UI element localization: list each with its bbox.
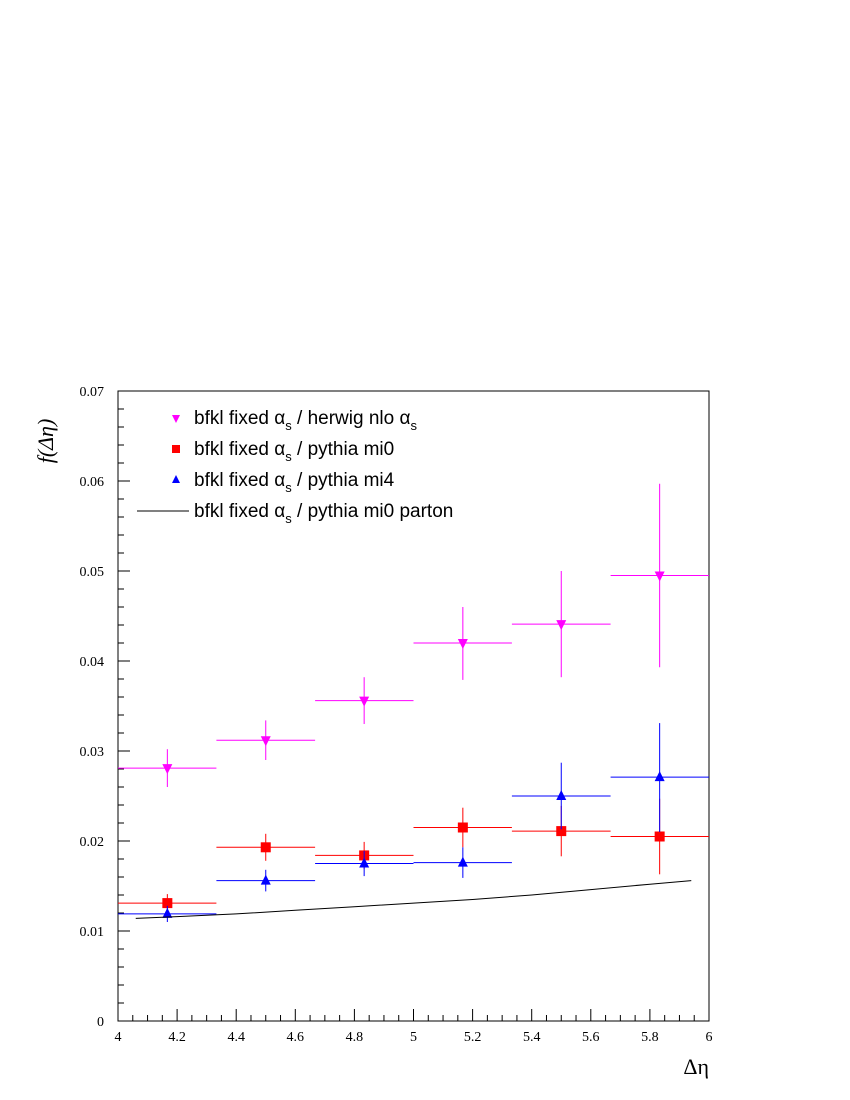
legend-label: bfkl fixed αs / pythia mi4 (194, 470, 395, 495)
data-point (260, 874, 271, 885)
x-tick-label: 5.6 (582, 1030, 600, 1045)
y-tick-label: 0.01 (80, 925, 105, 940)
axis-ticks-layer: 4 4.2 4.4 4.6 4.8 5 5.2 5.4 5.6 5.8 6 0 0.01 0.02 0.03… (80, 385, 713, 1045)
data-point (359, 857, 370, 868)
y-tick-label: 0.03 (80, 745, 105, 760)
legend-item: bfkl fixed αs / pythia mi4 (172, 470, 395, 495)
data-point (457, 639, 468, 649)
y-tick-label: 0.02 (80, 835, 105, 850)
data-point (654, 571, 665, 582)
x-tick-label: 4.8 (346, 1030, 364, 1045)
legend: bfkl fixed αs / herwig nlo αs bfkl fixed … (137, 408, 453, 526)
legend-item: bfkl fixed αs / herwig nlo αs (172, 408, 417, 433)
data-point (457, 822, 468, 833)
data-point (260, 842, 271, 853)
y-tick-label: 0.06 (80, 475, 105, 490)
series-3 (135, 880, 692, 919)
x-tick-label: 4.6 (287, 1030, 305, 1045)
data-point (359, 696, 370, 707)
x-tick-label: 5.4 (523, 1030, 541, 1045)
x-tick-label: 4 (115, 1030, 122, 1045)
data-point (556, 620, 567, 631)
data-point (654, 771, 665, 782)
series-line (135, 880, 692, 919)
x-tick-label: 5.8 (641, 1030, 659, 1045)
legend-marker (172, 415, 180, 423)
data-point (162, 898, 173, 909)
x-tick-label: 4.2 (168, 1030, 186, 1045)
x-tick-label: 5.2 (464, 1030, 482, 1045)
data-point (162, 764, 173, 775)
data-point (162, 907, 173, 918)
data-layer (118, 483, 709, 922)
data-point (260, 736, 271, 747)
y-tick-label: 0.05 (80, 565, 105, 580)
y-tick-label: 0.04 (80, 655, 105, 670)
y-axis-title: f(Δη) (33, 419, 58, 464)
legend-label: bfkl fixed αs / pythia mi0 (194, 439, 394, 464)
y-tick-label: 0.07 (80, 385, 105, 400)
series-0 (118, 483, 709, 787)
x-tick-label: 6 (706, 1030, 713, 1045)
legend-label: bfkl fixed αs / herwig nlo αs (194, 408, 417, 433)
y-tick-label: 0 (97, 1015, 104, 1030)
data-point (556, 826, 567, 837)
legend-item: bfkl fixed αs / pythia mi0 (172, 439, 394, 464)
x-axis-title: Δη (683, 1054, 709, 1079)
series-1 (118, 798, 709, 913)
x-tick-label: 4.4 (227, 1030, 245, 1045)
series-2 (118, 723, 709, 922)
legend-marker (172, 445, 180, 453)
legend-label: bfkl fixed αs / pythia mi0 parton (194, 501, 453, 526)
data-point (556, 790, 567, 800)
legend-item: bfkl fixed αs / pythia mi0 parton (137, 501, 453, 526)
x-tick-label: 5 (410, 1030, 417, 1045)
legend-marker (172, 475, 180, 483)
data-point (654, 831, 665, 842)
data-point (457, 856, 468, 867)
